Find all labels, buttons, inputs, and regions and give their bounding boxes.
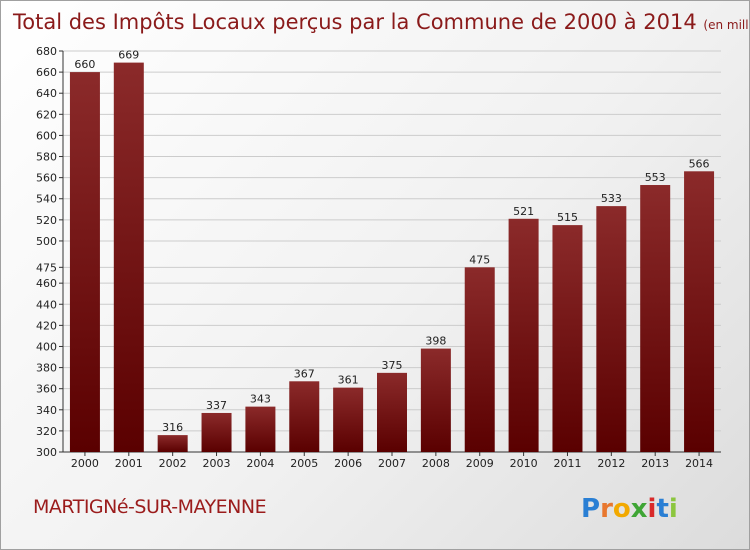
chart-title-main: Total des Impôts Locaux perçus par la Co… (12, 10, 697, 34)
y-tick-label: 320 (36, 425, 57, 438)
x-tick-label-2014: 2014 (685, 457, 713, 470)
y-tick-label: 420 (36, 319, 57, 332)
logo-letter: x (631, 494, 648, 524)
axes: 300 320 340 360 380 400 420 440 460 475 500 520 540 5… (36, 45, 721, 470)
x-tick-label-2006: 2006 (334, 457, 362, 470)
value-label-2007: 375 (382, 359, 403, 372)
value-label-2000: 660 (74, 58, 95, 71)
y-tick-label: 620 (36, 108, 57, 121)
chart-subtitle: (en milliers d'€) (703, 18, 749, 32)
y-tick-label: 640 (36, 87, 57, 100)
logo-letter: o (613, 494, 631, 524)
bar-2005 (289, 381, 320, 452)
bar-2011 (552, 225, 583, 452)
bar-2001 (113, 62, 144, 452)
value-label-2004: 343 (250, 393, 271, 406)
grid-lines (63, 50, 721, 432)
y-tick-label: 440 (36, 298, 57, 311)
value-label-2002: 316 (162, 421, 183, 434)
x-tick-label-2012: 2012 (597, 457, 625, 470)
y-tick-label: 300 (36, 446, 57, 459)
logo-letter: P (581, 494, 600, 524)
proxiti-logo: Proxiti (581, 494, 678, 524)
x-tick-label-2013: 2013 (641, 457, 669, 470)
x-tick-label-2010: 2010 (510, 457, 538, 470)
bar-2004 (245, 406, 276, 452)
y-tick-label: 400 (36, 340, 57, 353)
y-tick-label: 340 (36, 404, 57, 417)
y-tick-label: 380 (36, 362, 57, 375)
x-tick-label-2007: 2007 (378, 457, 406, 470)
bar-2008 (420, 348, 451, 452)
value-label-2001: 669 (118, 49, 139, 62)
bar-2007 (377, 372, 407, 452)
logo-letter: r (600, 494, 613, 524)
bar-2006 (333, 387, 364, 452)
x-tick-label-2005: 2005 (290, 457, 318, 470)
chart-title: Total des Impôts Locaux perçus par la Co… (12, 10, 749, 34)
x-tick-label-2004: 2004 (246, 457, 274, 470)
y-tick-label: 580 (36, 151, 57, 164)
value-label-2006: 361 (338, 374, 359, 387)
value-label-2011: 515 (557, 211, 578, 224)
bar-2013 (640, 185, 671, 452)
value-label-2014: 566 (689, 157, 710, 170)
value-label-2003: 337 (206, 399, 227, 412)
bar-2009 (464, 267, 495, 452)
value-label-2012: 533 (601, 192, 622, 205)
x-tick-label-2008: 2008 (422, 457, 450, 470)
bar-2012 (596, 206, 627, 452)
bar-2000 (69, 72, 100, 453)
logo-letter: i (669, 494, 678, 524)
value-label-2008: 398 (425, 335, 446, 348)
y-tick-label: 600 (36, 129, 57, 142)
y-tick-label: 520 (36, 214, 57, 227)
logo-letter: t (656, 494, 668, 524)
value-label-2010: 521 (513, 205, 534, 218)
y-tick-label: 540 (36, 193, 57, 206)
x-tick-label-2009: 2009 (466, 457, 494, 470)
x-tick-label-2000: 2000 (71, 457, 99, 470)
y-tick-label: 475 (36, 261, 57, 274)
y-tick-label: 560 (36, 172, 57, 185)
logo-letter: i (648, 494, 657, 524)
bar-2014 (684, 171, 715, 453)
x-tick-label-2002: 2002 (159, 457, 187, 470)
y-tick-label: 360 (36, 383, 57, 396)
y-tick-label: 680 (36, 45, 57, 58)
x-tick-label-2011: 2011 (553, 457, 581, 470)
value-label-2013: 553 (645, 171, 666, 184)
x-tick-label-2003: 2003 (203, 457, 231, 470)
x-tick-label-2001: 2001 (115, 457, 143, 470)
bar-2003 (201, 412, 232, 452)
bar-2002 (157, 435, 188, 452)
value-label-2009: 475 (469, 253, 490, 266)
bar-2010 (508, 218, 539, 452)
value-label-2005: 367 (294, 367, 315, 380)
y-tick-label: 660 (36, 66, 57, 79)
bars: 660 669 316 337 343 367 361 375 398 475 521 515 533 5… (69, 49, 715, 453)
y-tick-label: 460 (36, 277, 57, 290)
y-tick-label: 500 (36, 235, 57, 248)
commune-name: MARTIGNé-SUR-MAYENNE (33, 496, 266, 518)
